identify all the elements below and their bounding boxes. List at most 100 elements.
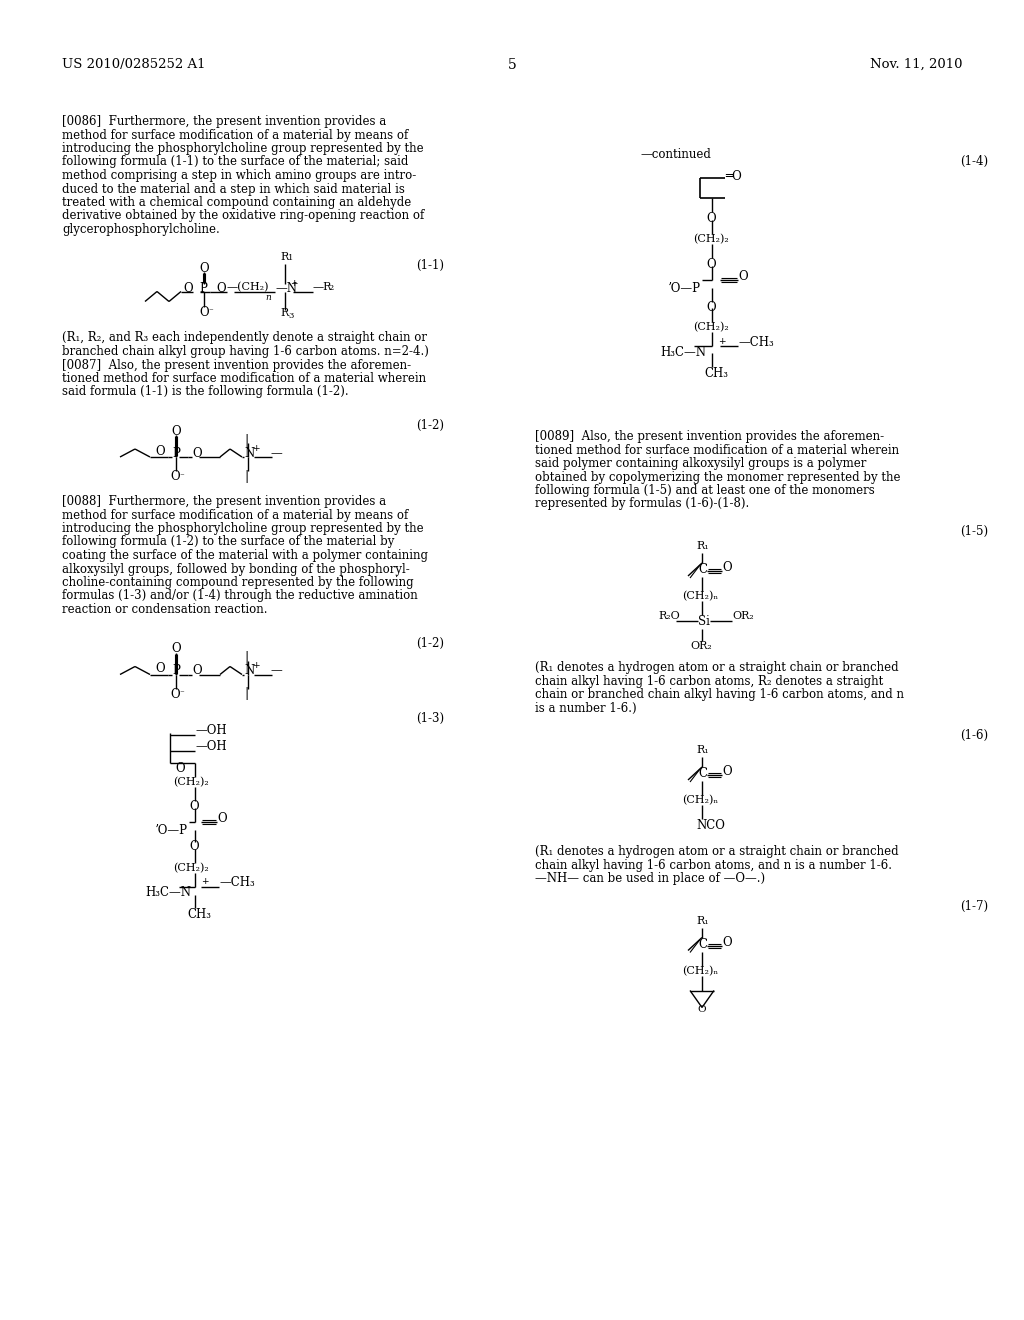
Text: (CH₂)₂: (CH₂)₂ (173, 862, 209, 873)
Text: O: O (193, 664, 202, 677)
Text: O: O (722, 766, 731, 777)
Text: N: N (244, 664, 254, 677)
Text: R₁: R₁ (696, 916, 709, 925)
Text: |: | (244, 470, 248, 483)
Text: —: — (270, 664, 282, 677)
Text: O: O (697, 1005, 706, 1014)
Text: method for surface modification of a material by means of: method for surface modification of a mat… (62, 128, 409, 141)
Text: R: R (280, 309, 288, 318)
Text: +: + (290, 279, 298, 288)
Text: OR₂: OR₂ (732, 611, 754, 620)
Text: +: + (252, 661, 259, 671)
Text: O: O (171, 643, 180, 656)
Text: R: R (280, 252, 288, 261)
Text: ʼO—P: ʼO—P (668, 282, 701, 294)
Text: (R₁ denotes a hydrogen atom or a straight chain or branched: (R₁ denotes a hydrogen atom or a straigh… (535, 845, 899, 858)
Text: (1-2): (1-2) (416, 636, 444, 649)
Text: O: O (738, 271, 748, 282)
Text: 2: 2 (328, 285, 333, 293)
Text: ⁻: ⁻ (179, 473, 183, 480)
Text: —R: —R (313, 281, 333, 292)
Text: [0088]  Furthermore, the present invention provides a: [0088] Furthermore, the present inventio… (62, 495, 386, 508)
Text: O: O (175, 763, 184, 776)
Text: —OH: —OH (195, 725, 226, 738)
Text: P: P (172, 664, 180, 677)
Text: is a number 1-6.): is a number 1-6.) (535, 701, 637, 714)
Text: 1: 1 (288, 255, 293, 263)
Text: chain or branched chain alkyl having 1-6 carbon atoms, and n: chain or branched chain alkyl having 1-6… (535, 688, 904, 701)
Text: O: O (706, 301, 716, 314)
Text: —NH— can be used in place of —O—.): —NH— can be used in place of —O—.) (535, 873, 765, 884)
Text: O: O (170, 470, 179, 483)
Text: ⁻: ⁻ (208, 308, 213, 317)
Text: O: O (183, 281, 193, 294)
Text: (CH₂)₂: (CH₂)₂ (693, 322, 729, 333)
Text: P: P (199, 282, 207, 296)
Text: Nov. 11, 2010: Nov. 11, 2010 (869, 58, 962, 71)
Text: 5: 5 (508, 58, 516, 73)
Text: Si: Si (698, 615, 710, 628)
Text: coating the surface of the material with a polymer containing: coating the surface of the material with… (62, 549, 428, 562)
Text: C: C (698, 937, 707, 950)
Text: ═O: ═O (725, 170, 741, 183)
Text: R₂O: R₂O (658, 611, 680, 620)
Text: following formula (1-2) to the surface of the material by: following formula (1-2) to the surface o… (62, 536, 394, 549)
Text: obtained by copolymerizing the monomer represented by the: obtained by copolymerizing the monomer r… (535, 470, 900, 483)
Text: (R₁, R₂, and R₃ each independently denote a straight chain or: (R₁, R₂, and R₃ each independently denot… (62, 331, 427, 345)
Text: reaction or condensation reaction.: reaction or condensation reaction. (62, 603, 267, 616)
Text: ⁻: ⁻ (179, 689, 183, 698)
Text: said polymer containing alkoxysilyl groups is a polymer: said polymer containing alkoxysilyl grou… (535, 457, 866, 470)
Text: O: O (722, 936, 731, 949)
Text: 3: 3 (288, 312, 293, 319)
Text: CH₃: CH₃ (187, 908, 211, 920)
Text: |: | (244, 434, 248, 447)
Text: method comprising a step in which amino groups are intro-: method comprising a step in which amino … (62, 169, 416, 182)
Text: H₃C—N: H₃C—N (145, 887, 191, 899)
Text: (1-5): (1-5) (961, 525, 988, 539)
Text: O: O (189, 800, 199, 813)
Text: duced to the material and a step in which said material is: duced to the material and a step in whic… (62, 182, 404, 195)
Text: +: + (252, 444, 259, 453)
Text: chain alkyl having 1-6 carbon atoms, and n is a number 1-6.: chain alkyl having 1-6 carbon atoms, and… (535, 858, 892, 871)
Text: N: N (244, 447, 254, 459)
Text: —N: —N (275, 281, 297, 294)
Text: [0086]  Furthermore, the present invention provides a: [0086] Furthermore, the present inventio… (62, 115, 386, 128)
Text: said formula (1-1) is the following formula (1-2).: said formula (1-1) is the following form… (62, 385, 348, 399)
Text: branched chain alkyl group having 1-6 carbon atoms. n=2-4.): branched chain alkyl group having 1-6 ca… (62, 345, 429, 358)
Text: O: O (199, 305, 209, 318)
Text: (CH₂)ₙ: (CH₂)ₙ (682, 795, 718, 805)
Text: chain alkyl having 1-6 carbon atoms, R₂ denotes a straight: chain alkyl having 1-6 carbon atoms, R₂ … (535, 675, 884, 688)
Text: —CH₃: —CH₃ (738, 337, 774, 348)
Text: OR₂: OR₂ (690, 642, 712, 651)
Text: O: O (199, 261, 209, 275)
Text: [0089]  Also, the present invention provides the aforemen-: [0089] Also, the present invention provi… (535, 430, 884, 444)
Text: (1-1): (1-1) (416, 259, 444, 272)
Text: method for surface modification of a material by means of: method for surface modification of a mat… (62, 508, 409, 521)
Text: —OH: —OH (195, 741, 226, 754)
Text: (CH₂)ₙ: (CH₂)ₙ (682, 591, 718, 602)
Text: introducing the phosphorylcholine group represented by the: introducing the phosphorylcholine group … (62, 143, 424, 154)
Text: (CH₂)ₙ: (CH₂)ₙ (682, 965, 718, 975)
Text: following formula (1-5) and at least one of the monomers: following formula (1-5) and at least one… (535, 484, 874, 498)
Text: formulas (1-3) and/or (1-4) through the reductive amination: formulas (1-3) and/or (1-4) through the … (62, 590, 418, 602)
Text: |: | (244, 652, 248, 664)
Text: (1-4): (1-4) (961, 154, 988, 168)
Text: NCO: NCO (696, 818, 725, 832)
Text: (1-6): (1-6) (961, 729, 988, 742)
Text: P: P (172, 447, 180, 459)
Text: alkoxysilyl groups, followed by bonding of the phosphoryl-: alkoxysilyl groups, followed by bonding … (62, 562, 410, 576)
Text: ʼO—P: ʼO—P (155, 825, 188, 837)
Text: (CH₂)₂: (CH₂)₂ (693, 234, 729, 244)
Text: |: | (244, 688, 248, 701)
Text: O: O (170, 688, 179, 701)
Text: +: + (718, 337, 725, 346)
Text: (1-7): (1-7) (961, 899, 988, 912)
Text: introducing the phosphorylcholine group represented by the: introducing the phosphorylcholine group … (62, 521, 424, 535)
Text: C: C (698, 767, 707, 780)
Text: O: O (189, 841, 199, 854)
Text: treated with a chemical compound containing an aldehyde: treated with a chemical compound contain… (62, 195, 412, 209)
Text: O: O (171, 425, 180, 438)
Text: [0087]  Also, the present invention provides the aforemen-: [0087] Also, the present invention provi… (62, 359, 411, 371)
Text: —continued: —continued (640, 148, 711, 161)
Text: O: O (155, 663, 165, 676)
